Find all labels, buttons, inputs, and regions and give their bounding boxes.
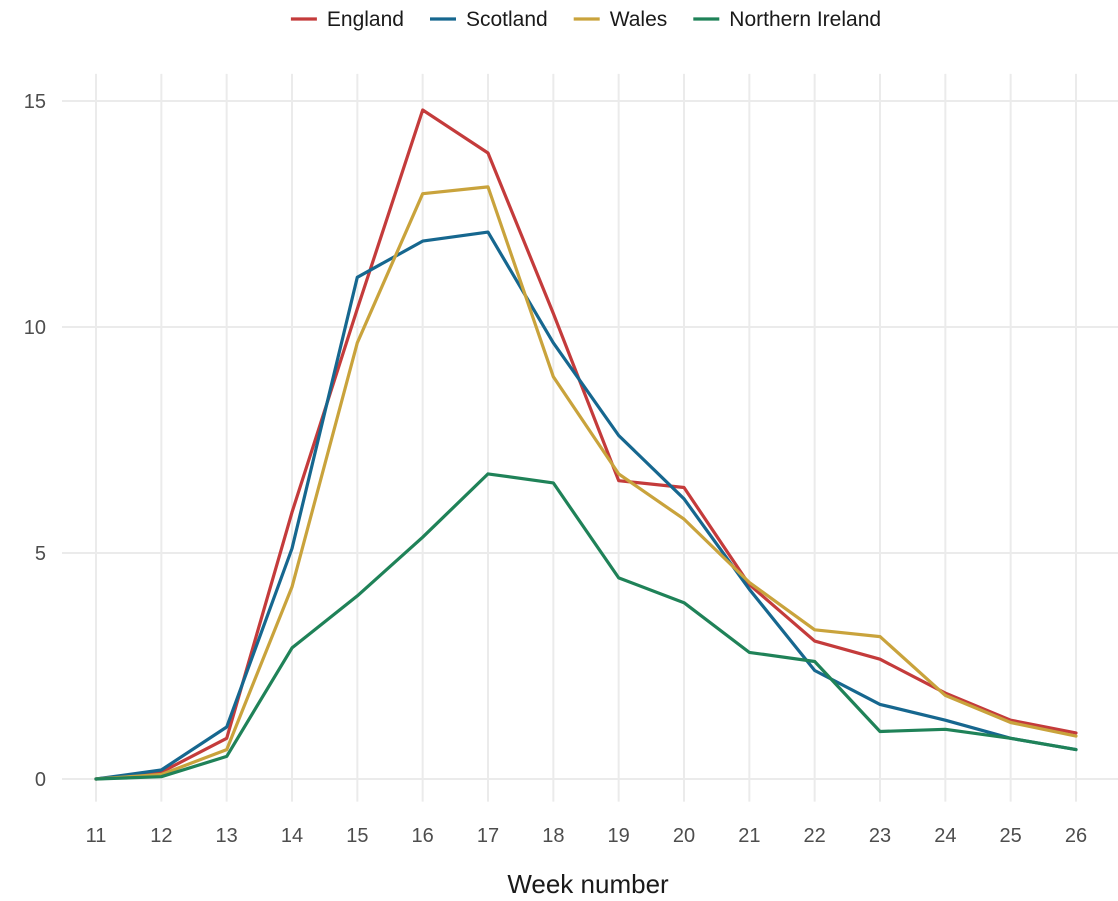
x-tick-label-11: 11	[86, 825, 107, 847]
legend-item-wales: Wales	[573, 8, 668, 31]
y-axis-tick-labels: 0 5 10 15	[24, 91, 46, 791]
x-tick-label-16: 16	[412, 825, 434, 847]
x-tick-label-15: 15	[346, 825, 368, 847]
x-tick-label-12: 12	[150, 825, 172, 847]
x-tick-label-21: 21	[738, 825, 760, 847]
series-line-northern-ireland	[94, 472, 1078, 781]
y-tick-label-15: 15	[24, 91, 46, 113]
series-line-wales	[94, 185, 1078, 781]
x-axis-title: Week number	[507, 869, 669, 899]
x-tick-label-17: 17	[477, 825, 499, 847]
series-lines	[94, 108, 1078, 781]
x-tick-label-20: 20	[673, 825, 695, 847]
x-axis-tick-labels: 11 12 13 14 15 16 17 18 19 20 21 22 23 24 25 26	[86, 825, 1088, 847]
legend-item-england: England	[290, 8, 404, 31]
legend-item-scotland: Scotland	[430, 8, 548, 31]
x-tick-label-22: 22	[804, 825, 826, 847]
x-tick-label-25: 25	[1000, 825, 1022, 847]
x-tick-label-26: 26	[1065, 825, 1087, 847]
y-tick-label-0: 0	[35, 769, 46, 791]
legend-item-northern-ireland: Northern Ireland	[693, 8, 881, 31]
y-tick-label-5: 5	[35, 543, 46, 565]
x-tick-label-14: 14	[281, 825, 303, 847]
legend-label: Northern Ireland	[729, 8, 881, 31]
x-tick-label-23: 23	[869, 825, 891, 847]
x-tick-label-18: 18	[542, 825, 564, 847]
legend-label: England	[327, 8, 404, 31]
legend: England Scotland Wales Northern Ireland	[290, 8, 881, 31]
x-tick-label-13: 13	[216, 825, 238, 847]
series-line-scotland	[94, 230, 1078, 781]
legend-label: Wales	[610, 8, 668, 31]
legend-label: Scotland	[466, 8, 548, 31]
series-line-england	[94, 108, 1078, 781]
grid	[62, 73, 1118, 802]
x-tick-label-24: 24	[934, 825, 956, 847]
y-tick-label-10: 10	[24, 317, 46, 339]
x-tick-label-19: 19	[608, 825, 630, 847]
